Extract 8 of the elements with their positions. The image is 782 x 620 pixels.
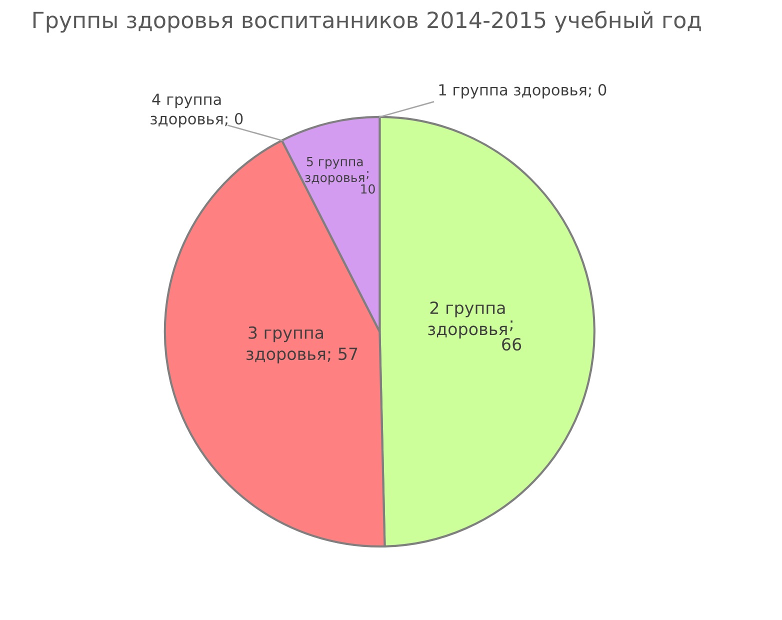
- slice-label: 2 группа здоровья: [428, 301, 507, 338]
- slice-label: 3 группа здоровья: [246, 326, 326, 364]
- chart-title: Группы здоровья воспитанников 2014-2015 учебный год: [33, 10, 701, 33]
- category-label: 4 группа здоровья: [150, 94, 223, 128]
- category-label: 1 группа здоровья: [439, 84, 586, 99]
- data-label: ; 57: [328, 348, 358, 362]
- text: ; 0: [588, 84, 606, 98]
- text: ; 0: [225, 112, 243, 126]
